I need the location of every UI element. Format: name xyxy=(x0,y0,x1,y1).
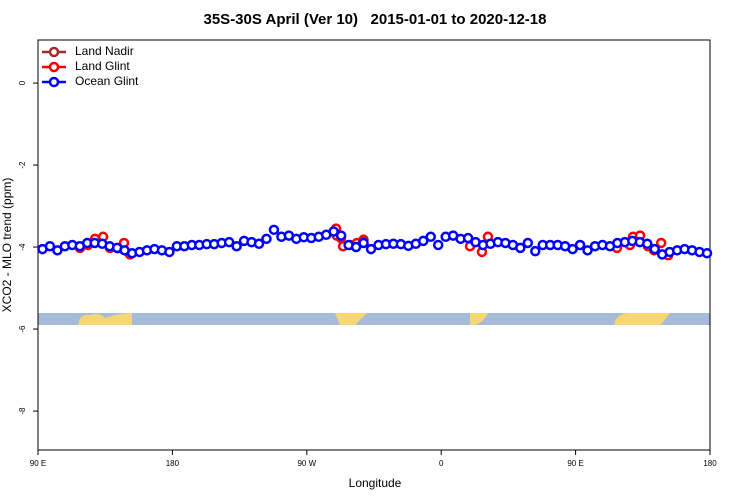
x-tick-label: 90 E xyxy=(30,459,46,468)
land-mask-strip xyxy=(38,313,710,325)
point xyxy=(432,239,444,251)
point xyxy=(649,243,660,255)
y-tick-label: 0 xyxy=(18,80,27,85)
y-axis-label: XCO2 - MLO trend (ppm) xyxy=(0,178,14,313)
x-tick-label: 90 W xyxy=(297,459,316,468)
legend-marker xyxy=(48,46,60,58)
point xyxy=(655,237,667,249)
point xyxy=(701,247,713,259)
legend-label: Land Glint xyxy=(75,59,130,73)
legend-label: Ocean Glint xyxy=(75,74,139,88)
point xyxy=(567,243,578,255)
y-tick-label: -4 xyxy=(18,243,27,251)
point xyxy=(223,236,235,248)
point xyxy=(231,240,242,252)
legend-marker xyxy=(48,61,60,73)
legend-marker xyxy=(48,76,60,88)
point xyxy=(261,233,272,245)
point xyxy=(522,237,534,249)
point xyxy=(530,245,541,257)
y-tick-label: -6 xyxy=(18,325,27,333)
x-tick-label: 180 xyxy=(703,459,717,468)
ocean-strip xyxy=(38,313,710,325)
point xyxy=(582,245,593,256)
x-tick-label: 90 E xyxy=(567,459,583,468)
point xyxy=(253,238,265,250)
land-blob xyxy=(78,313,132,325)
point xyxy=(164,246,175,258)
y-tick-label: -2 xyxy=(18,161,27,169)
point xyxy=(574,239,586,251)
point xyxy=(462,232,474,244)
plot-frame xyxy=(37,39,711,451)
land-blob xyxy=(470,313,488,325)
point xyxy=(515,242,526,254)
y-tick-label: -8 xyxy=(18,407,27,415)
point xyxy=(418,235,429,247)
legend-label: Land Nadir xyxy=(75,44,134,58)
point xyxy=(642,238,653,250)
point xyxy=(268,224,280,236)
chart-title: 35S-30S April (Ver 10) 2015-01-01 to 202… xyxy=(204,11,547,28)
point xyxy=(44,240,56,252)
land-blob xyxy=(614,313,670,325)
point xyxy=(52,245,63,256)
x-axis-label: Longitude xyxy=(349,476,402,490)
x-tick-label: 0 xyxy=(439,459,444,468)
point xyxy=(335,230,347,241)
x-tick-label: 180 xyxy=(166,459,180,468)
land-blob xyxy=(335,313,367,325)
point xyxy=(328,226,339,237)
point xyxy=(365,243,377,255)
point xyxy=(350,241,362,253)
point xyxy=(358,237,369,249)
point xyxy=(425,231,436,243)
